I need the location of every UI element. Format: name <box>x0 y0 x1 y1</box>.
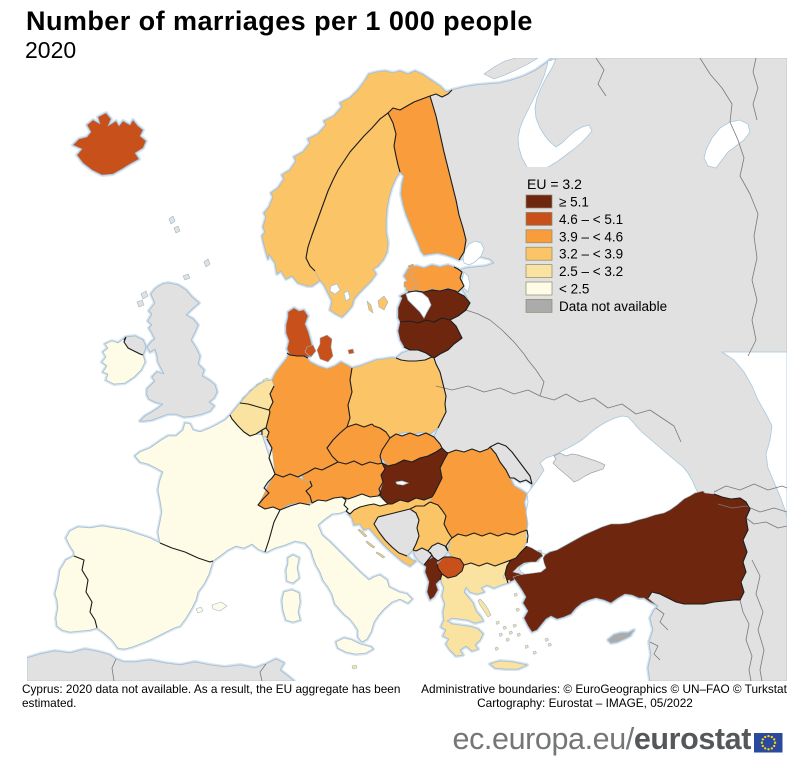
svg-text:≥ 5.1: ≥ 5.1 <box>559 195 589 210</box>
svg-text:4.6 – < 5.1: 4.6 – < 5.1 <box>559 212 623 227</box>
svg-text:3.9 – < 4.6: 3.9 – < 4.6 <box>559 229 623 244</box>
svg-text:EU = 3.2: EU = 3.2 <box>527 176 582 192</box>
svg-text:2.5 – < 3.2: 2.5 – < 3.2 <box>559 264 623 279</box>
svg-text:< 2.5: < 2.5 <box>559 282 589 297</box>
svg-text:Data not available: Data not available <box>559 299 667 314</box>
svg-text:3.2 – < 3.9: 3.2 – < 3.9 <box>559 247 623 262</box>
